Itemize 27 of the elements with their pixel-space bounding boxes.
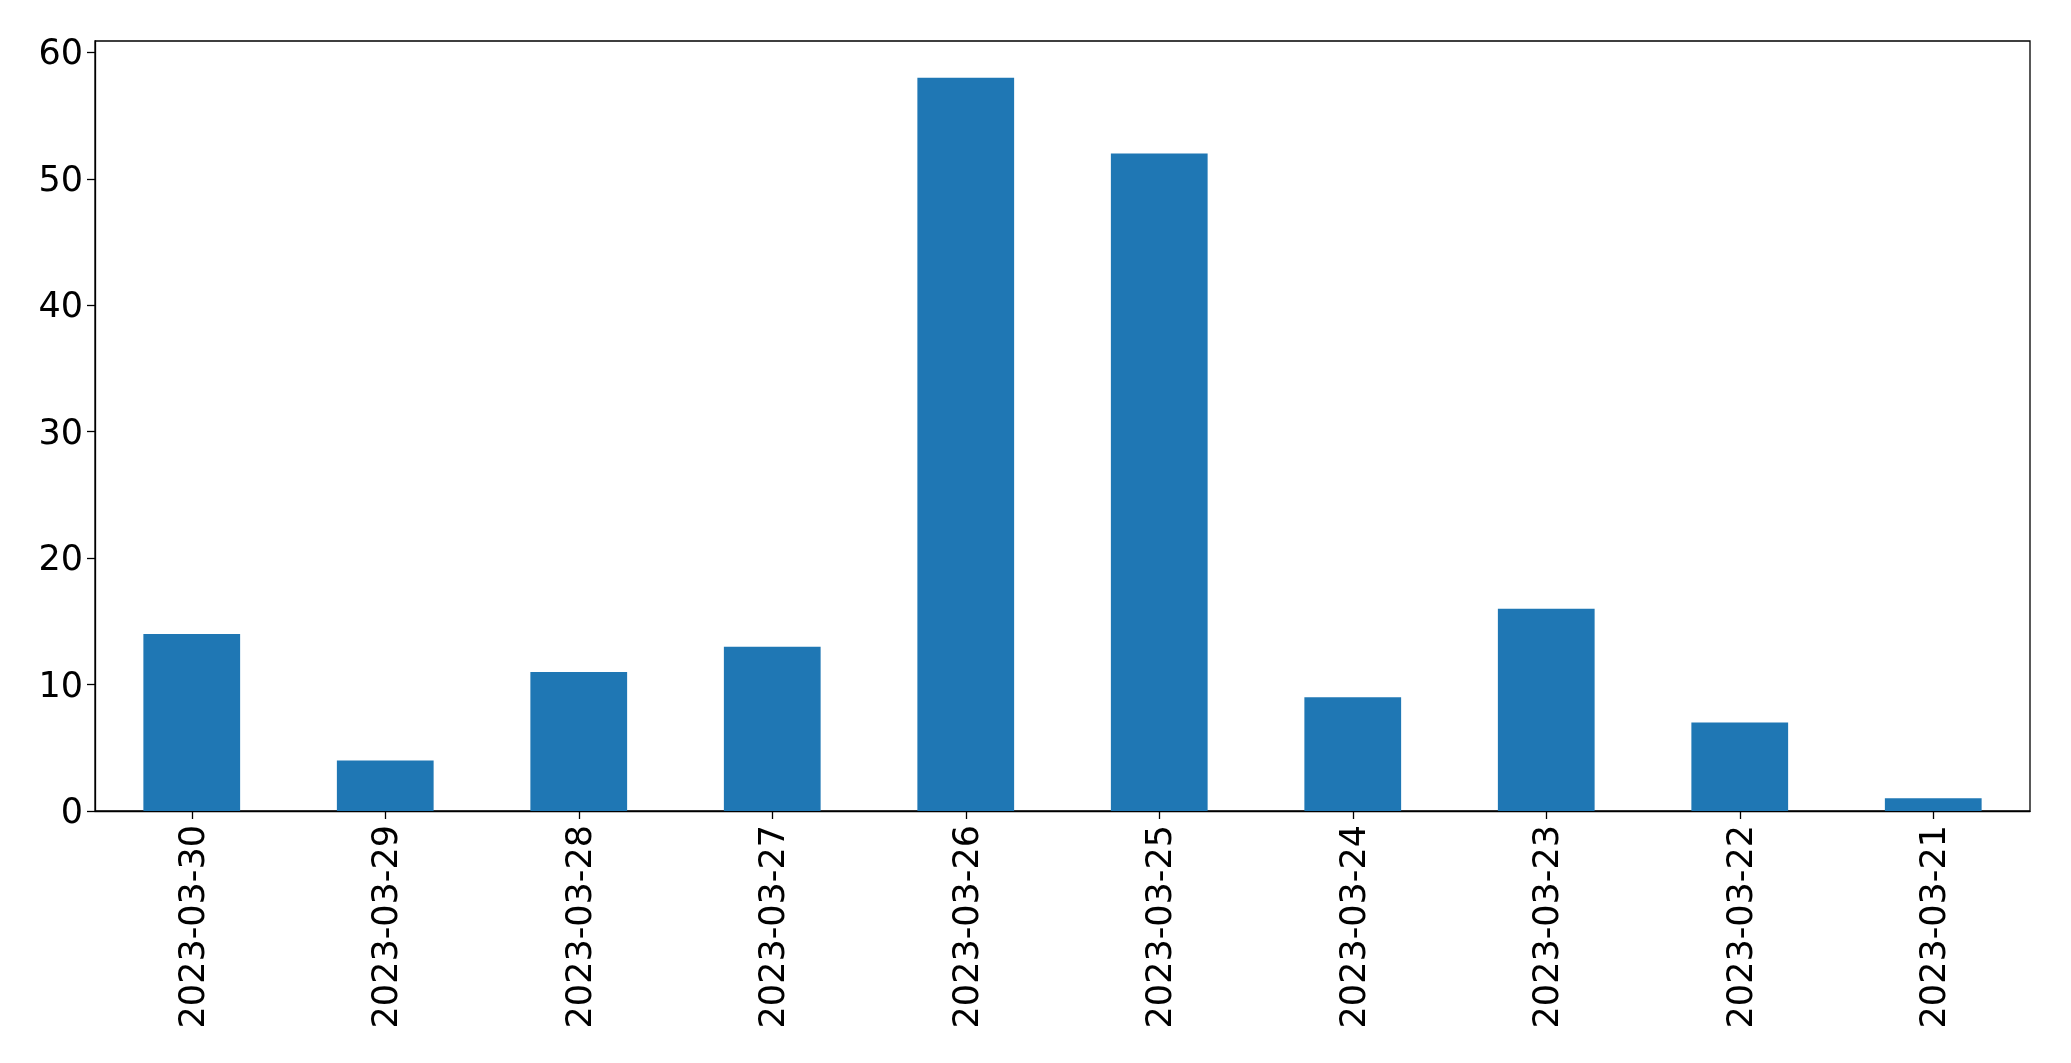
x-tick-label: 2023-03-27 bbox=[752, 825, 793, 1029]
x-tick-label: 2023-03-23 bbox=[1526, 825, 1567, 1029]
y-tick-label: 50 bbox=[38, 158, 83, 199]
bar bbox=[917, 77, 1015, 811]
y-tick-label: 10 bbox=[38, 664, 83, 705]
bar bbox=[336, 760, 434, 811]
bar bbox=[723, 646, 821, 811]
bar bbox=[143, 633, 241, 811]
x-tick-label: 2023-03-28 bbox=[558, 825, 599, 1029]
bar bbox=[1304, 697, 1402, 811]
x-tick-label: 2023-03-30 bbox=[171, 825, 212, 1029]
x-tick-label: 2023-03-21 bbox=[1913, 825, 1954, 1029]
bar bbox=[1691, 722, 1789, 811]
x-tick-label: 2023-03-25 bbox=[1139, 825, 1180, 1029]
y-tick-label: 0 bbox=[60, 791, 83, 831]
x-tick-label: 2023-03-24 bbox=[1332, 825, 1373, 1029]
bar bbox=[1884, 798, 1982, 811]
y-tick-label: 60 bbox=[38, 32, 83, 73]
x-tick-label: 2023-03-26 bbox=[945, 825, 986, 1029]
y-tick-label: 30 bbox=[38, 411, 83, 452]
x-tick-label: 2023-03-22 bbox=[1719, 825, 1760, 1029]
bar bbox=[1110, 153, 1208, 811]
y-tick-label: 20 bbox=[38, 538, 83, 579]
y-tick-label: 40 bbox=[38, 285, 83, 326]
x-tick-label: 2023-03-29 bbox=[365, 825, 406, 1029]
bar bbox=[530, 671, 628, 811]
bar bbox=[1497, 608, 1595, 811]
